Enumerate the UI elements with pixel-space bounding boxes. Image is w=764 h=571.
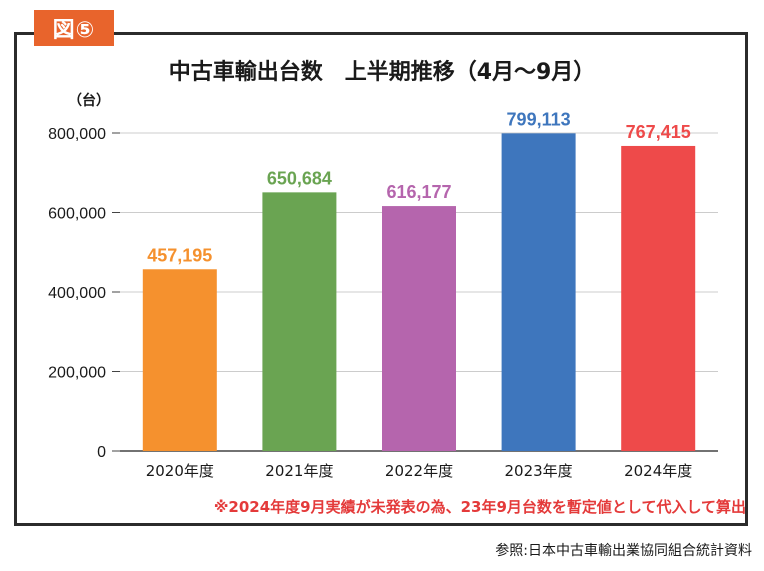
bar (142, 269, 217, 451)
data-label: 650,684 (267, 168, 332, 188)
label-layer: 0 200,000 400,000 600,000 800,000 457,195 2020… (48, 109, 692, 480)
y-tick-label: 800,000 (48, 126, 106, 143)
data-label: 616,177 (386, 182, 451, 202)
source-credit: 参照:日本中古車輸出業協同組合統計資料 (495, 543, 752, 559)
y-tick-label: 200,000 (48, 365, 106, 382)
bar (621, 145, 696, 452)
y-axis-unit-label: （台） (68, 93, 110, 109)
data-label: 457,195 (147, 245, 212, 265)
bar (262, 192, 337, 452)
x-category-label: 2021年度 (265, 462, 333, 480)
y-tick-label: 400,000 (48, 285, 106, 302)
x-category-label: 2022年度 (385, 462, 453, 480)
y-tick-label: 600,000 (48, 206, 106, 223)
bar-layer (142, 133, 696, 452)
data-label: 767,415 (626, 122, 691, 142)
bar (382, 206, 456, 451)
bar (501, 133, 576, 451)
x-category-label: 2023年度 (505, 462, 573, 480)
data-label: 799,113 (507, 109, 571, 129)
chart-title: 中古車輸出台数 上半期推移（4月〜9月） (168, 60, 596, 85)
footnote: ※2024年度9月実績が未発表の為、23年9月台数を暫定値として代入して算出 (213, 498, 746, 516)
x-category-label: 2024年度 (624, 462, 692, 480)
figure-badge: 図⑤ (34, 10, 114, 46)
y-tick-label: 0 (97, 444, 106, 461)
x-category-label: 2020年度 (146, 462, 214, 480)
